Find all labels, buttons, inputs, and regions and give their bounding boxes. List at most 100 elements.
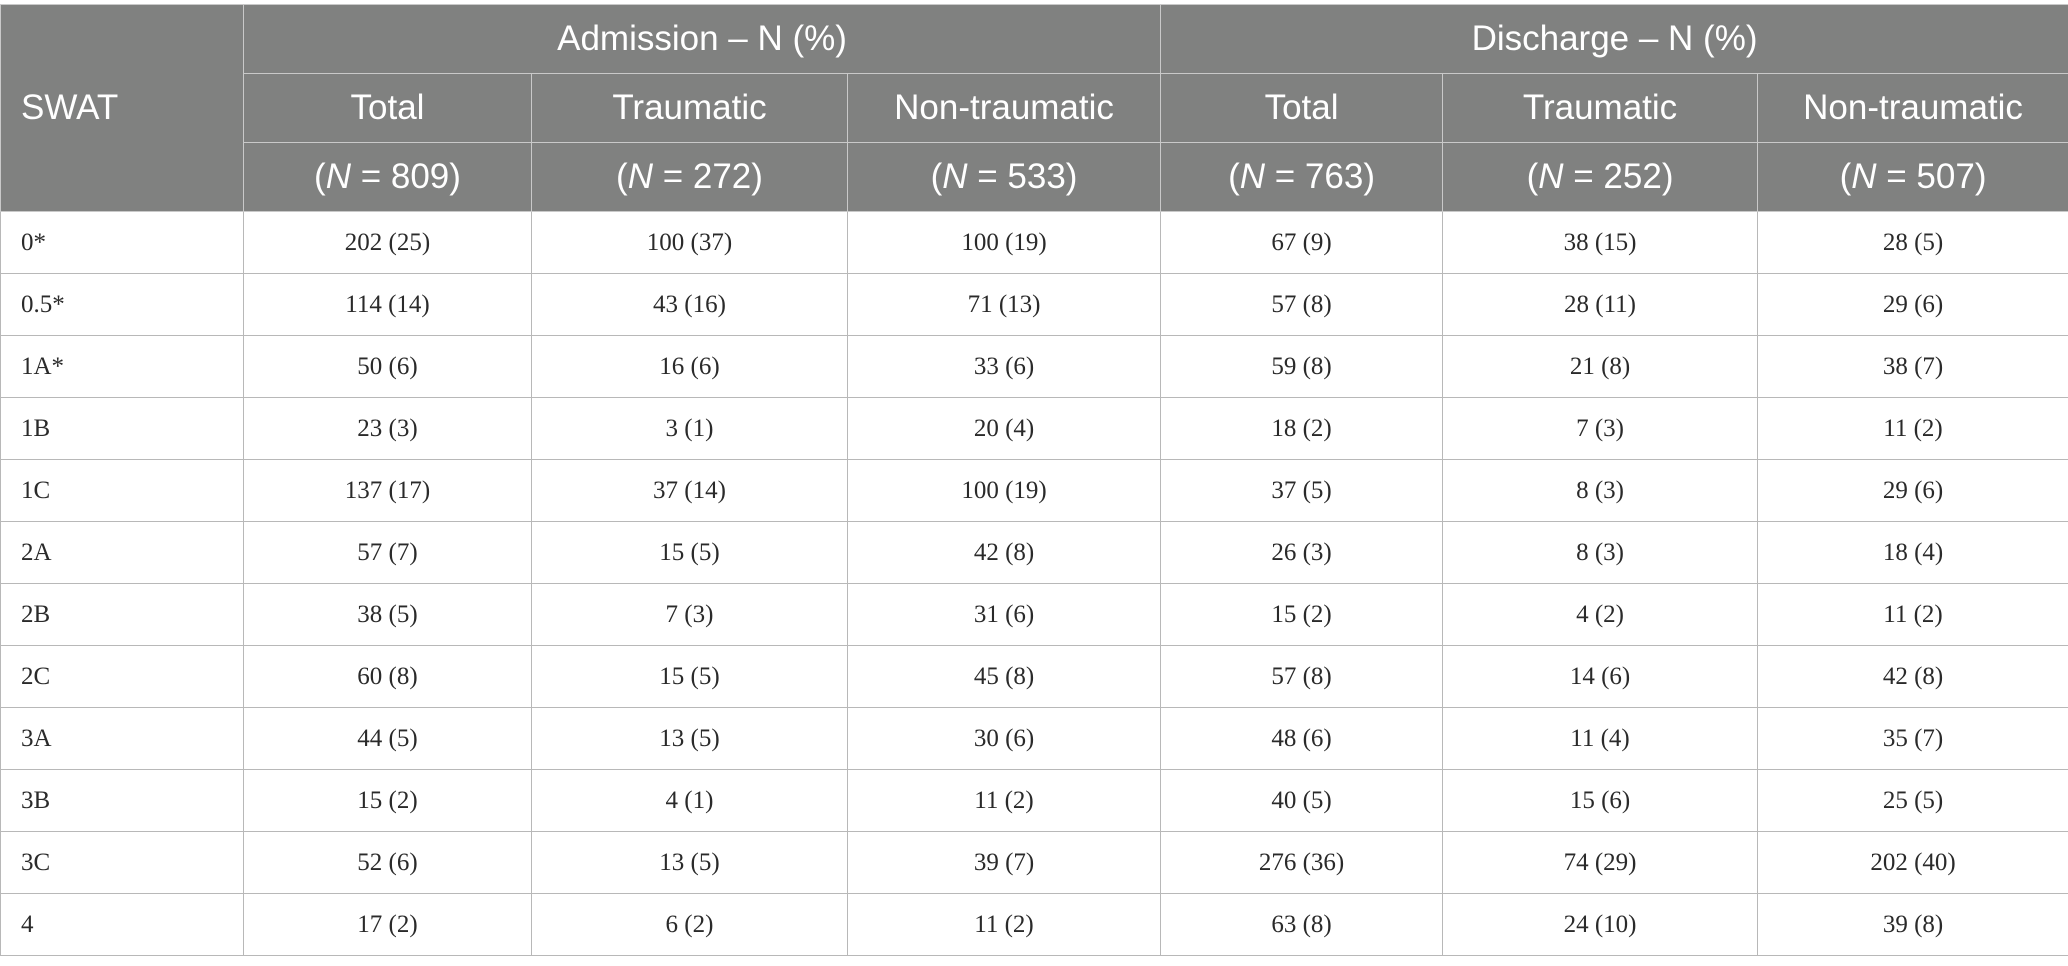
table-cell: 4 (2) <box>1442 583 1759 646</box>
table-cell: 37 (5) <box>1160 459 1444 522</box>
subcolumn-header-row: Total Traumatic Non-traumatic Total Trau… <box>1 73 2068 143</box>
row-label: 4 <box>0 893 244 956</box>
table-cell: 31 (6) <box>846 583 1162 646</box>
n-discharge-non-traumatic: (N = 507) <box>1757 142 2068 212</box>
table-cell: 13 (5) <box>531 707 848 770</box>
table-row: 0* 202 (25) 100 (37) 100 (19) 67 (9) 38 (15) 2… <box>0 211 2068 274</box>
table-cell: 26 (3) <box>1160 521 1444 584</box>
table-cell: 7 (3) <box>1442 397 1759 460</box>
discharge-group-header: Discharge – N (%) <box>1160 4 2068 74</box>
admission-group-header: Admission – N (%) <box>242 4 1162 74</box>
table-cell: 43 (16) <box>531 273 848 336</box>
table-cell: 29 (6) <box>1757 459 2068 522</box>
table-cell: 15 (6) <box>1442 769 1759 832</box>
n-admission-traumatic: (N = 272) <box>531 142 848 212</box>
table-row: 2B 38 (5) 7 (3) 31 (6) 15 (2) 4 (2) 11 (2) <box>0 583 2068 646</box>
n-value: 533 <box>1007 157 1066 196</box>
table-cell: 21 (8) <box>1442 335 1759 398</box>
table-cell: 59 (8) <box>1160 335 1444 398</box>
table-cell: 15 (2) <box>1160 583 1444 646</box>
n-value: 272 <box>692 157 752 196</box>
table-cell: 57 (7) <box>243 521 532 584</box>
table-cell: 35 (7) <box>1757 707 2068 770</box>
table-cell: 18 (2) <box>1160 397 1444 460</box>
table-cell: 17 (2) <box>243 893 532 956</box>
row-label: 3B <box>0 769 244 832</box>
n-value: 809 <box>390 157 450 196</box>
col-header-discharge-total: Total <box>1160 73 1444 143</box>
table-cell: 15 (5) <box>531 645 848 708</box>
table-cell: 28 (11) <box>1442 273 1759 336</box>
table-cell: 39 (7) <box>846 831 1162 894</box>
table-cell: 8 (3) <box>1442 521 1759 584</box>
table-cell: 15 (5) <box>531 521 848 584</box>
table-cell: 11 (2) <box>846 769 1162 832</box>
table-cell: 37 (14) <box>531 459 848 522</box>
sample-size-row: (N = 809) (N = 272) (N = 533) (N = 763) … <box>1 142 2068 212</box>
table-cell: 8 (3) <box>1442 459 1759 522</box>
table-cell: 15 (2) <box>243 769 532 832</box>
table-cell: 14 (6) <box>1442 645 1759 708</box>
table-cell: 40 (5) <box>1160 769 1444 832</box>
table-cell: 29 (6) <box>1757 273 2068 336</box>
table-row: 1B 23 (3) 3 (1) 20 (4) 18 (2) 7 (3) 11 (2) <box>0 397 2068 460</box>
table-cell: 3 (1) <box>531 397 848 460</box>
row-label: 3A <box>0 707 244 770</box>
n-admission-non-traumatic: (N = 533) <box>846 142 1162 212</box>
table-cell: 16 (6) <box>531 335 848 398</box>
row-label-header: SWAT <box>0 4 244 212</box>
table-cell: 24 (10) <box>1442 893 1759 956</box>
table-body: 0* 202 (25) 100 (37) 100 (19) 67 (9) 38 (15) 2… <box>0 211 2068 956</box>
table-cell: 114 (14) <box>243 273 532 336</box>
group-header-row: SWAT Admission – N (%) Discharge – N (%) <box>0 4 2068 212</box>
table-cell: 52 (6) <box>243 831 532 894</box>
table-cell: 100 (19) <box>846 211 1162 274</box>
col-header-admission-traumatic: Traumatic <box>531 73 848 143</box>
table-cell: 18 (4) <box>1757 521 2068 584</box>
table-row: 3C 52 (6) 13 (5) 39 (7) 276 (36) 74 (29) 202 (… <box>0 831 2068 894</box>
table-cell: 23 (3) <box>243 397 532 460</box>
table-row: 2C 60 (8) 15 (5) 45 (8) 57 (8) 14 (6) 42 (8) <box>0 645 2068 708</box>
n-value: 507 <box>1916 157 1975 196</box>
table-cell: 276 (36) <box>1160 831 1444 894</box>
table-cell: 6 (2) <box>531 893 848 956</box>
n-discharge-total: (N = 763) <box>1160 142 1444 212</box>
table-cell: 30 (6) <box>846 707 1162 770</box>
table-cell: 202 (25) <box>243 211 532 274</box>
table-cell: 48 (6) <box>1160 707 1444 770</box>
table-cell: 4 (1) <box>531 769 848 832</box>
col-header-discharge-traumatic: Traumatic <box>1442 73 1759 143</box>
col-header-discharge-non-traumatic: Non-traumatic <box>1757 73 2068 143</box>
table-cell: 63 (8) <box>1160 893 1444 956</box>
row-label: 2A <box>0 521 244 584</box>
table-cell: 28 (5) <box>1757 211 2068 274</box>
table-cell: 7 (3) <box>531 583 848 646</box>
row-label: 2B <box>0 583 244 646</box>
row-label: 0.5* <box>0 273 244 336</box>
row-label: 3C <box>0 831 244 894</box>
n-discharge-traumatic: (N = 252) <box>1442 142 1759 212</box>
table-cell: 39 (8) <box>1757 893 2068 956</box>
table-cell: 42 (8) <box>846 521 1162 584</box>
n-value: 763 <box>1304 157 1364 196</box>
table-cell: 11 (2) <box>1757 397 2068 460</box>
table-row: 3A 44 (5) 13 (5) 30 (6) 48 (6) 11 (4) 35 (7) <box>0 707 2068 770</box>
row-label: 0* <box>0 211 244 274</box>
table-row: 4 17 (2) 6 (2) 11 (2) 63 (8) 24 (10) 39 (8) <box>0 893 2068 956</box>
table-row: 3B 15 (2) 4 (1) 11 (2) 40 (5) 15 (6) 25 (5) <box>0 769 2068 832</box>
table-cell: 71 (13) <box>846 273 1162 336</box>
table-cell: 11 (4) <box>1442 707 1759 770</box>
table-cell: 11 (2) <box>846 893 1162 956</box>
table-cell: 202 (40) <box>1757 831 2068 894</box>
table-cell: 13 (5) <box>531 831 848 894</box>
table-cell: 38 (5) <box>243 583 532 646</box>
row-label: 1C <box>0 459 244 522</box>
table-cell: 67 (9) <box>1160 211 1444 274</box>
n-value: 252 <box>1603 157 1662 196</box>
table-cell: 38 (15) <box>1442 211 1759 274</box>
table-row: 1C 137 (17) 37 (14) 100 (19) 37 (5) 8 (3) 29 (… <box>0 459 2068 522</box>
table-cell: 42 (8) <box>1757 645 2068 708</box>
table-row: 1A* 50 (6) 16 (6) 33 (6) 59 (8) 21 (8) 38 (7) <box>0 335 2068 398</box>
table-cell: 57 (8) <box>1160 645 1444 708</box>
table-cell: 44 (5) <box>243 707 532 770</box>
